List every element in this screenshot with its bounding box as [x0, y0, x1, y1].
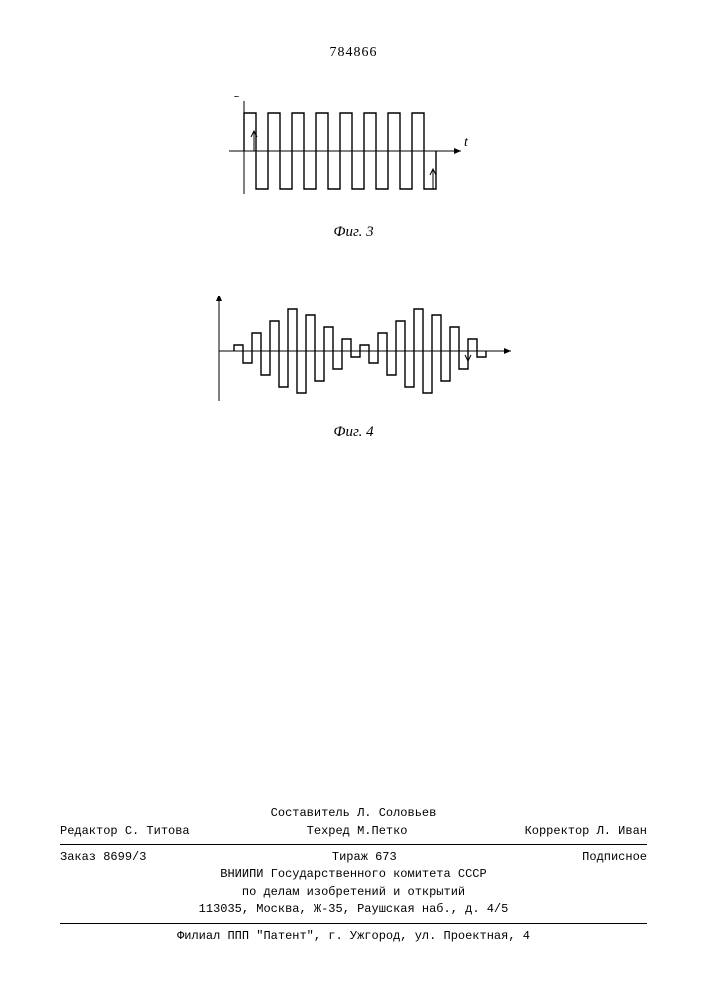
- tirazh-num: 673: [375, 850, 397, 864]
- techred-name: М.Петко: [357, 824, 407, 838]
- credits-line: Редактор С. Титова Техред М.Петко Коррек…: [60, 823, 647, 840]
- figure-3: Ut Фиг. 3: [60, 96, 647, 241]
- order-line: Заказ 8699/3 Тираж 673 Подписное: [60, 849, 647, 866]
- divider-2: [60, 923, 647, 924]
- svg-text:U: U: [232, 96, 243, 101]
- fig4-svg: Ut: [194, 296, 514, 416]
- editor-label: Редактор: [60, 824, 118, 838]
- document-number: 784866: [60, 45, 647, 61]
- fig3-caption: Фиг. 3: [60, 224, 647, 241]
- podpisnoe: Подписное: [582, 849, 647, 866]
- fig4-caption: Фиг. 4: [60, 424, 647, 441]
- compiler-label: Составитель: [271, 806, 350, 820]
- corrector-name: Л. Иван: [597, 824, 647, 838]
- compiler-line: Составитель Л. Соловьев: [60, 805, 647, 822]
- figure-4: Ut Фиг. 4: [60, 296, 647, 441]
- order-label: Заказ: [60, 850, 96, 864]
- editor-name: С. Титова: [125, 824, 190, 838]
- techred-label: Техред: [307, 824, 350, 838]
- svg-text:t: t: [464, 135, 469, 150]
- compiler-name: Л. Соловьев: [357, 806, 436, 820]
- footer: Составитель Л. Соловьев Редактор С. Тито…: [60, 805, 647, 945]
- corrector-label: Корректор: [525, 824, 590, 838]
- address-line: 113035, Москва, Ж-35, Раушская наб., д. …: [60, 901, 647, 918]
- order-num: 8699/3: [103, 850, 146, 864]
- tirazh-label: Тираж: [332, 850, 368, 864]
- divider-1: [60, 844, 647, 845]
- branch-line: Филиал ППП "Патент", г. Ужгород, ул. Про…: [60, 928, 647, 945]
- org-line-2: по делам изобретений и открытий: [60, 884, 647, 901]
- fig3-svg: Ut: [204, 96, 504, 216]
- org-line-1: ВНИИПИ Государственного комитета СССР: [60, 866, 647, 883]
